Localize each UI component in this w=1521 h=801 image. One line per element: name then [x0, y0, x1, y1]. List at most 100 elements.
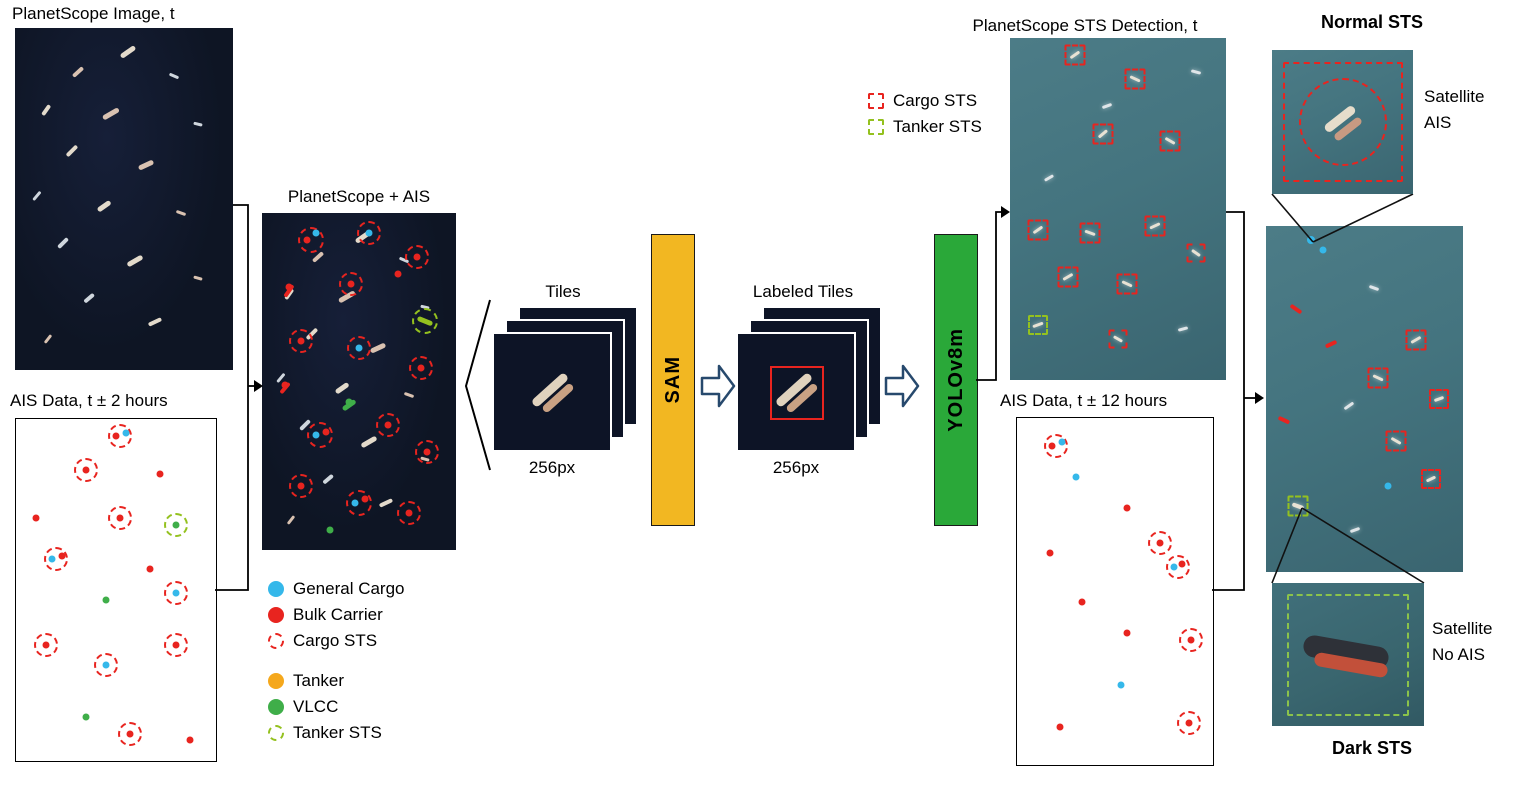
- satellite-ais-caption: Satellite AIS: [1424, 87, 1485, 133]
- legend-label: Cargo STS: [893, 91, 978, 110]
- ais-dot: [326, 526, 334, 534]
- tile-front: [492, 332, 612, 452]
- ais-dot: [1058, 438, 1066, 446]
- detection-dashed-box: [1287, 495, 1309, 517]
- sts-dashed-circle: [397, 500, 422, 525]
- ais-dot: [116, 514, 124, 522]
- yolo-label: YOLOv8m: [944, 328, 967, 432]
- sts-detection-panel: [1010, 38, 1226, 380]
- general-cargo-dot-icon: [268, 581, 284, 597]
- connector-detection-to-merge: [1226, 211, 1245, 398]
- sts-dashed-circle: [1044, 433, 1069, 458]
- sts-dashed-circle: [288, 473, 313, 498]
- detection-legend-cargo-sts: Cargo STS: [868, 88, 982, 114]
- sts-dashed-circle: [44, 547, 68, 572]
- ais-dot: [355, 344, 363, 352]
- planetscope-ais-title: PlanetScope + AIS: [287, 187, 431, 206]
- ship-marker: [126, 254, 144, 268]
- satellite-no-ais-caption: Satellite No AIS: [1432, 619, 1493, 665]
- ais-data-2h-title: AIS Data, t ± 2 hours: [10, 391, 168, 410]
- detection-dashed-box: [1282, 62, 1403, 182]
- dark-sts-title: Dark STS: [1331, 738, 1413, 758]
- labeled-tiles-size-label: 256px: [772, 458, 820, 477]
- sts-dashed-circle: [164, 513, 188, 538]
- sts-dashed-circle: [347, 335, 371, 360]
- legend-item-tanker: Tanker: [268, 668, 405, 694]
- matched-sts-panel: [1266, 226, 1463, 572]
- ais-dot: [281, 381, 289, 389]
- ais-dot: [126, 730, 134, 738]
- sts-dashed-circle: [339, 271, 364, 296]
- vlcc-dot-icon: [268, 699, 284, 715]
- tiles-size-label: 256px: [528, 458, 576, 477]
- normal-sts-inset: [1272, 50, 1413, 194]
- detection-dashed-box: [1405, 329, 1427, 351]
- ais-overlay-layer: [262, 213, 456, 550]
- ais-dot: [345, 398, 353, 406]
- ship-marker: [175, 209, 186, 216]
- sts-dashed-circle: [346, 489, 372, 516]
- ais-dot: [32, 514, 40, 522]
- ais-dot: [1123, 504, 1131, 512]
- ais-dot: [423, 448, 431, 456]
- ais-dot: [1056, 723, 1064, 731]
- ais-dot: [82, 466, 90, 474]
- ais-data-12h-plot: [1016, 417, 1214, 766]
- planetscope-image-panel: [15, 28, 233, 370]
- ship-marker: [193, 121, 203, 127]
- ais-dot: [1072, 473, 1080, 481]
- detection-dashed-box: [1385, 430, 1407, 452]
- ais-dot: [186, 736, 194, 744]
- sam-model-bar: SAM: [651, 234, 695, 526]
- sts-dashed-circle: [1148, 530, 1173, 555]
- ais-dot: [58, 552, 66, 560]
- detection-legend-tanker-sts: Tanker STS: [868, 114, 982, 140]
- ais-dot: [42, 641, 50, 649]
- bulk-carrier-dot-icon: [268, 607, 284, 623]
- sts-dashed-circle: [409, 356, 434, 381]
- ais-dot: [1178, 560, 1186, 568]
- cargo-sts-circle-icon: [268, 633, 284, 649]
- ais-dot: [1123, 629, 1131, 637]
- ship-marker: [1177, 325, 1189, 332]
- ais-dot: [312, 229, 320, 237]
- tiles-stack: [492, 306, 640, 454]
- ship-marker: [40, 104, 51, 117]
- ship-marker: [1190, 69, 1201, 75]
- labeled-tile-front: [736, 332, 856, 452]
- sts-dashed-circle: [405, 244, 430, 269]
- legend-item-vlcc: VLCC: [268, 694, 405, 720]
- final-arrowhead: [1255, 392, 1264, 404]
- detection-dashed-box: [1144, 215, 1166, 237]
- planetscope-ais-panel: [262, 213, 456, 550]
- sts-dashed-circle: [411, 307, 438, 334]
- detection-dashed-box: [1429, 389, 1450, 409]
- sts-detection-title: PlanetScope STS Detection, t: [972, 16, 1198, 35]
- detection-dashed-box: [1159, 130, 1181, 152]
- legend-label: Tanker STS: [293, 723, 382, 742]
- detection-dashed-box: [1367, 367, 1389, 389]
- ais-dot: [413, 253, 421, 261]
- ship-marker: [147, 317, 162, 327]
- legend: General Cargo Bulk Carrier Cargo STS Tan…: [268, 576, 405, 746]
- ais-dot: [312, 431, 320, 439]
- tanker-sts-box-icon: [868, 119, 884, 135]
- legend-item-bulk-carrier: Bulk Carrier: [268, 602, 405, 628]
- dark-sts-inset: [1272, 583, 1424, 726]
- detection-dashed-box: [1421, 468, 1442, 489]
- ais-dot: [112, 432, 120, 440]
- normal-sts-title: Normal STS: [1320, 12, 1424, 32]
- sts-dashed-circle: [108, 424, 132, 449]
- ais-dot: [102, 661, 110, 669]
- ship-marker: [1343, 401, 1355, 411]
- labeled-tiles-output-arrow: [884, 364, 920, 408]
- ship-marker: [43, 334, 52, 345]
- ais-dot: [172, 521, 180, 529]
- tiling-brace: [464, 299, 491, 471]
- detection-dashed-box: [1027, 219, 1049, 241]
- legend-item-cargo-sts: Cargo STS: [268, 628, 405, 654]
- legend-item-general-cargo: General Cargo: [268, 576, 405, 602]
- ship-marker: [1324, 339, 1338, 348]
- sts-dashed-circle: [1179, 628, 1204, 653]
